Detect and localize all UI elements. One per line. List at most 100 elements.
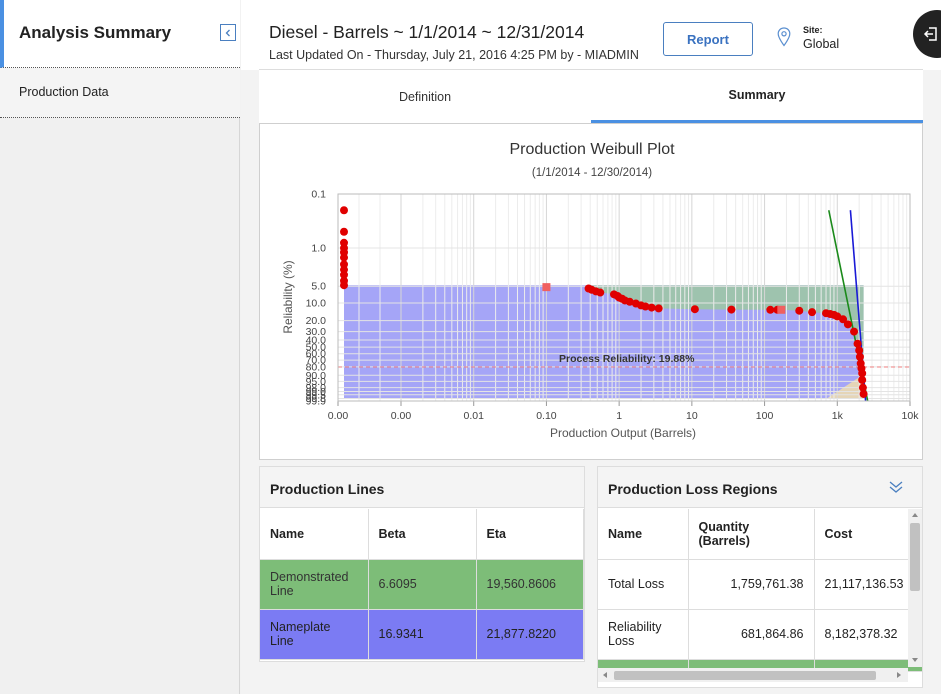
y-tick-label: 99.8 <box>306 393 327 405</box>
cell-name: Nameplate Line <box>260 609 369 660</box>
data-point <box>340 253 348 262</box>
plot-border <box>337 193 911 402</box>
column-header[interactable]: Name <box>260 509 369 560</box>
vertical-scrollbar[interactable] <box>908 509 922 667</box>
y-tick-label: 99.5 <box>306 389 327 401</box>
chart-title: Production Weibull Plot <box>509 141 675 158</box>
exit-icon <box>923 27 937 41</box>
table-row[interactable]: Nameplate Line 16.9341 21,877.8220 <box>260 609 584 660</box>
x-tick-label: 100 <box>756 410 774 422</box>
collapse-sidebar-button[interactable] <box>220 24 236 41</box>
data-point <box>641 302 650 311</box>
data-point <box>647 303 656 312</box>
header-divider <box>259 69 923 70</box>
data-point <box>340 206 348 215</box>
data-point <box>855 352 864 361</box>
cell-quantity: 681,864.86 <box>688 609 815 660</box>
data-point <box>850 327 859 336</box>
data-point <box>855 346 864 355</box>
data-point <box>843 320 852 329</box>
horizontal-scroll-thumb[interactable] <box>614 671 876 680</box>
cell-eta: 19,560.8606 <box>476 559 584 610</box>
cell-beta: 6.6095 <box>368 559 477 610</box>
cell-cost: 8,182,378.32 <box>814 609 922 660</box>
data-point <box>625 297 634 306</box>
table-row[interactable]: Reliability Loss 681,864.86 8,182,378.32 <box>598 609 922 660</box>
sidebar-item-production-data[interactable]: Production Data <box>0 68 240 118</box>
cell-name: Reliability Loss <box>598 609 689 660</box>
y-tick-label: 30.0 <box>306 326 327 338</box>
tab-bar: Definition Summary <box>259 70 923 123</box>
column-header[interactable]: Name <box>598 509 689 560</box>
tab-definition[interactable]: Definition <box>398 89 452 104</box>
scroll-right-icon[interactable] <box>896 671 902 679</box>
chart-subtitle: (1/1/2014 - 12/30/2014) <box>532 167 652 179</box>
data-point <box>808 308 817 317</box>
scroll-up-icon[interactable] <box>911 512 919 518</box>
sidebar-title: Analysis Summary <box>19 23 172 42</box>
column-header[interactable]: Cost <box>814 509 922 560</box>
table-row[interactable]: Total Loss 1,759,761.38 21,117,136.53 <box>598 559 922 610</box>
cell-beta: 16.9341 <box>368 609 477 660</box>
x-tick-label: 0.00 <box>391 410 412 422</box>
sidebar: Analysis Summary Production Data <box>0 0 240 694</box>
page-header: Diesel - Barrels ~ 1/1/2014 ~ 12/31/2014… <box>241 0 941 70</box>
x-tick-label: 0.01 <box>463 410 484 422</box>
weibull-chart: 0.1 1.0 5.0 10.0 20.030.040.050.060.070.080.… <box>281 141 919 440</box>
production-lines-table: Name Beta Eta Demonstrated Line 6.6095 1… <box>260 509 584 660</box>
scroll-down-icon[interactable] <box>911 657 919 663</box>
panel-header: Production Loss Regions <box>598 467 922 508</box>
y-tick-label: 0.1 <box>311 189 326 201</box>
data-point <box>340 270 348 279</box>
location-pin-icon <box>777 27 791 47</box>
y-tick-label: 70.0 <box>306 355 327 367</box>
y-tick-label: 20.0 <box>306 315 327 327</box>
data-point <box>690 305 699 314</box>
page-title: Diesel - Barrels ~ 1/1/2014 ~ 12/31/2014 <box>269 22 585 42</box>
x-tick-label: 10 <box>686 410 698 422</box>
panel-header: Production Lines <box>260 467 584 508</box>
sidebar-header: Analysis Summary <box>0 0 240 68</box>
cell-cost: 21,117,136.53 <box>814 559 922 610</box>
sidebar-item-label: Production Data <box>19 85 109 99</box>
y-tick-label: 80.0 <box>306 361 327 373</box>
table-row[interactable]: Demonstrated Line 6.6095 19,560.8606 <box>260 559 584 610</box>
cell-name: Total Loss <box>598 559 689 610</box>
exit-button[interactable] <box>913 10 941 58</box>
y-tick-label: 90.0 <box>306 370 327 382</box>
last-updated-text: Last Updated On - Thursday, July 21, 201… <box>269 48 639 62</box>
column-header[interactable]: Eta <box>476 509 584 560</box>
main-content: Diesel - Barrels ~ 1/1/2014 ~ 12/31/2014… <box>241 0 941 694</box>
column-header[interactable]: Quantity (Barrels) <box>688 509 815 560</box>
loss-regions-title: Production Loss Regions <box>608 481 778 497</box>
data-point <box>340 281 348 290</box>
production-lines-title: Production Lines <box>270 481 385 497</box>
y-tick-label: 10.0 <box>306 298 327 310</box>
data-point <box>340 227 348 236</box>
y-tick-label: 50.0 <box>306 342 327 354</box>
y-tick-label: 40.0 <box>306 335 327 347</box>
y-tick-label: 99.9 <box>306 396 327 408</box>
vertical-scroll-thumb[interactable] <box>910 523 920 591</box>
horizontal-scrollbar[interactable] <box>598 668 908 682</box>
production-loss-regions-panel: Production Loss Regions Name Quantity (B… <box>597 466 923 688</box>
data-point <box>859 389 868 398</box>
column-header[interactable]: Beta <box>368 509 477 560</box>
data-point <box>858 375 867 384</box>
data-point <box>853 339 862 348</box>
y-tick-label: 1.0 <box>311 243 326 255</box>
x-tick-label: 0.10 <box>536 410 557 422</box>
double-chevron-down-icon[interactable] <box>888 479 904 495</box>
x-tick-label: 0.00 <box>328 410 349 422</box>
data-point <box>727 305 736 314</box>
tab-summary[interactable]: Summary <box>591 70 923 123</box>
x-tick-label: 1 <box>616 410 622 422</box>
y-tick-label: 99.0 <box>306 386 327 398</box>
scroll-left-icon[interactable] <box>602 671 608 679</box>
data-point <box>795 306 804 315</box>
data-point <box>858 383 867 392</box>
cell-name: Demonstrated Line <box>260 559 369 610</box>
weibull-chart-panel: 0.1 1.0 5.0 10.0 20.0 30.0 40.0 50.0 60.0 70.0 80.… <box>259 123 923 460</box>
report-button[interactable]: Report <box>663 22 753 56</box>
data-point <box>777 305 786 314</box>
